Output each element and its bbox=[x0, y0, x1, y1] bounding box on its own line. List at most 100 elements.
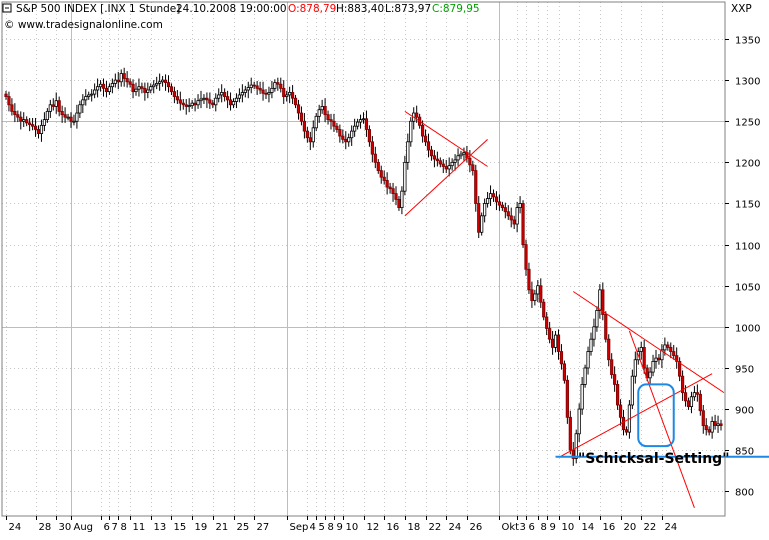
candle bbox=[474, 164, 478, 212]
x-tick-label: 6 bbox=[529, 522, 535, 533]
candle-body-down bbox=[542, 301, 546, 318]
candle-body-down bbox=[208, 99, 212, 104]
y-tick-label: 800 bbox=[735, 488, 754, 499]
candle bbox=[296, 99, 301, 120]
candle bbox=[90, 89, 94, 102]
candle bbox=[435, 151, 439, 167]
candle-body-down bbox=[607, 338, 611, 361]
x-tick-label: 24 bbox=[665, 522, 678, 533]
candle bbox=[382, 170, 386, 185]
candle bbox=[480, 212, 484, 236]
candle bbox=[104, 80, 109, 98]
candle bbox=[225, 90, 230, 109]
candle bbox=[344, 131, 348, 150]
candle bbox=[512, 215, 516, 229]
candle bbox=[692, 386, 697, 401]
candle-body-down bbox=[178, 99, 182, 104]
candle-body-up bbox=[199, 98, 203, 102]
candle bbox=[326, 110, 330, 125]
candle-body-up bbox=[160, 79, 165, 83]
candle bbox=[660, 344, 664, 368]
candle-body-up bbox=[536, 285, 540, 295]
candle-body-up bbox=[447, 165, 451, 170]
candle-body-up bbox=[270, 87, 274, 93]
candle bbox=[228, 92, 233, 111]
candle-body-down bbox=[25, 119, 29, 124]
candle bbox=[571, 441, 575, 466]
candle-body-down bbox=[391, 188, 395, 195]
candle-body-up bbox=[353, 125, 357, 132]
x-tick-label: 11 bbox=[133, 522, 146, 533]
candle-body-up bbox=[152, 84, 156, 88]
candle bbox=[542, 298, 546, 321]
candle bbox=[350, 125, 354, 146]
candle bbox=[527, 262, 531, 294]
candle-body-down bbox=[429, 149, 434, 157]
datetime-label: 24.10.2008 19:00:00 bbox=[176, 3, 287, 15]
candle-body-down bbox=[166, 82, 171, 88]
candle bbox=[175, 89, 179, 104]
candle-body-down bbox=[601, 289, 605, 315]
candle bbox=[545, 312, 549, 336]
candle bbox=[146, 82, 150, 99]
candle bbox=[78, 100, 82, 118]
candle-body-down bbox=[4, 93, 8, 97]
candle-body-up bbox=[574, 433, 578, 459]
x-tick-label: 13 bbox=[154, 522, 167, 533]
candle bbox=[110, 78, 114, 94]
candle bbox=[450, 158, 454, 171]
candle bbox=[240, 84, 244, 103]
candle-body-up bbox=[598, 289, 602, 311]
x-tick-label: Okt bbox=[502, 522, 520, 533]
candle-body-down bbox=[335, 125, 339, 130]
candle bbox=[577, 403, 581, 442]
candle-body-down bbox=[143, 87, 147, 93]
candle-body-down bbox=[503, 207, 507, 213]
candle bbox=[713, 414, 717, 430]
candle bbox=[613, 366, 617, 392]
candle bbox=[689, 391, 694, 414]
candle bbox=[131, 79, 135, 99]
candle-body-down bbox=[444, 166, 448, 170]
x-tick-label: 5 bbox=[319, 522, 325, 533]
candle-body-up bbox=[234, 97, 239, 102]
candle bbox=[370, 136, 374, 163]
candle bbox=[548, 321, 552, 344]
candle-body-up bbox=[146, 89, 150, 93]
candle-body-down bbox=[565, 379, 569, 418]
candle bbox=[506, 205, 510, 220]
x-tick-label: 19 bbox=[195, 522, 208, 533]
candle-body-up bbox=[110, 83, 114, 88]
candle-body-down bbox=[438, 160, 442, 165]
candle bbox=[276, 77, 280, 91]
candle-body-up bbox=[72, 120, 76, 123]
candle-body-up bbox=[553, 334, 558, 348]
candle bbox=[562, 360, 567, 384]
candle bbox=[205, 92, 209, 109]
candle-body-down bbox=[128, 81, 132, 85]
candle-body-up bbox=[710, 421, 714, 433]
candle-body-down bbox=[16, 114, 20, 118]
candle bbox=[267, 86, 271, 103]
x-tick-label: 24 bbox=[9, 522, 22, 533]
candle-body-down bbox=[332, 120, 336, 127]
candle bbox=[196, 94, 200, 109]
candle bbox=[441, 159, 445, 174]
x-tick-label: 4 bbox=[310, 522, 316, 533]
candle bbox=[119, 69, 123, 87]
candle-body-down bbox=[698, 393, 702, 412]
candle bbox=[630, 369, 634, 410]
candle bbox=[252, 81, 256, 90]
candle-body-down bbox=[468, 157, 472, 166]
candle-body-up bbox=[119, 73, 123, 83]
candle bbox=[432, 150, 437, 168]
candle-body-down bbox=[276, 82, 280, 85]
y-tick-label: 1100 bbox=[735, 242, 760, 253]
candle-body-down bbox=[51, 104, 55, 107]
candle bbox=[211, 99, 215, 109]
candle bbox=[601, 282, 605, 321]
candle-body-up bbox=[190, 102, 194, 107]
x-tick-label: 8 bbox=[328, 522, 334, 533]
candle-body-down bbox=[669, 347, 673, 352]
candle-body-up bbox=[90, 93, 94, 96]
